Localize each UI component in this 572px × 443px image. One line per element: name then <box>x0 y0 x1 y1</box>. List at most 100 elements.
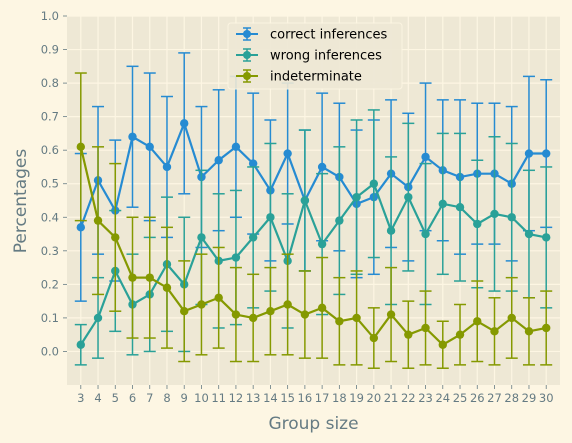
data-point <box>335 216 344 225</box>
data-point <box>404 330 413 339</box>
x-tick-label: 27 <box>487 391 502 405</box>
data-point <box>473 219 482 229</box>
data-point <box>180 119 189 128</box>
x-tick-label: 19 <box>349 391 364 405</box>
data-point <box>352 313 361 323</box>
data-point <box>145 273 154 282</box>
x-tick-label: 25 <box>453 391 468 405</box>
data-point <box>386 310 396 319</box>
data-point <box>455 330 465 339</box>
x-tick-label: 4 <box>94 391 101 405</box>
x-tick-label: 16 <box>298 391 313 405</box>
data-point <box>524 327 534 336</box>
y-tick-label: 0.2 <box>41 277 59 291</box>
x-tick-label: 22 <box>401 391 416 405</box>
x-tick-label: 5 <box>112 391 119 405</box>
y-tick-label: 1.0 <box>41 9 59 23</box>
x-tick-label: 8 <box>163 391 170 405</box>
data-point <box>111 233 120 242</box>
data-point <box>455 203 465 212</box>
data-point <box>542 149 551 158</box>
data-point <box>128 132 137 141</box>
y-tick-label: 0.4 <box>41 210 59 224</box>
y-tick-label: 0.3 <box>41 244 59 258</box>
x-tick-label: 10 <box>194 391 209 405</box>
data-point <box>438 340 447 349</box>
data-point <box>76 223 85 232</box>
y-tick-label: 0.6 <box>41 143 59 157</box>
series-line <box>79 120 547 228</box>
data-point <box>317 162 327 172</box>
data-point <box>76 142 85 152</box>
data-point <box>421 152 430 162</box>
legend: correct inferences wrong inferences indete… <box>227 22 403 90</box>
data-point <box>490 327 499 336</box>
data-point <box>524 229 534 239</box>
data-point <box>248 159 258 168</box>
legend-marker <box>243 51 251 59</box>
data-point <box>197 300 206 309</box>
data-point <box>490 209 499 219</box>
data-point <box>369 333 379 343</box>
y-axis-label: Percentages <box>11 149 31 254</box>
x-tick-label: 9 <box>181 391 188 405</box>
data-point <box>248 313 258 323</box>
legend-entry: wrong inferences <box>236 48 382 64</box>
data-point <box>300 310 310 319</box>
legend-label: indeterminate <box>270 70 362 85</box>
data-point <box>93 216 103 225</box>
data-point <box>542 323 551 333</box>
data-point <box>231 253 241 262</box>
y-axis: 0.0 0.1 0.2 0.3 0.4 0.5 0.6 0.7 0.8 0.9 1.0 <box>41 9 67 358</box>
x-axis-label: Group size <box>268 414 358 434</box>
x-tick-label: 7 <box>146 391 153 405</box>
data-point <box>335 317 344 326</box>
data-point <box>76 340 85 349</box>
x-tick-label: 12 <box>229 391 244 405</box>
x-tick-label: 13 <box>246 391 261 405</box>
x-tick-label: 24 <box>435 391 450 405</box>
data-point <box>300 196 310 205</box>
x-tick-label: 20 <box>367 391 382 405</box>
y-tick-label: 0.8 <box>41 76 59 90</box>
data-point <box>507 213 516 222</box>
data-point <box>145 142 154 152</box>
data-point <box>542 233 551 242</box>
data-point <box>352 192 361 202</box>
series-3 <box>74 72 553 369</box>
x-tick-label: 11 <box>211 391 226 405</box>
x-tick-label: 28 <box>504 391 519 405</box>
x-tick-label: 30 <box>539 391 554 405</box>
x-tick-label: 18 <box>332 391 347 405</box>
data-point <box>507 313 516 323</box>
data-point <box>473 317 482 326</box>
y-tick-label: 0.0 <box>41 344 59 358</box>
legend-marker <box>243 30 251 38</box>
series-line <box>79 181 547 346</box>
data-point <box>369 179 379 188</box>
x-tick-label: 29 <box>522 391 537 405</box>
y-tick-label: 0.9 <box>41 43 59 57</box>
x-tick-label: 6 <box>129 391 136 405</box>
data-point <box>283 149 292 158</box>
x-tick-label: 14 <box>263 391 278 405</box>
x-tick-label: 17 <box>315 391 330 405</box>
data-point <box>248 233 258 242</box>
x-tick-label: 23 <box>418 391 433 405</box>
legend-entry: correct inferences <box>236 27 388 43</box>
data-point <box>214 293 223 302</box>
data-point <box>404 192 413 202</box>
y-tick-label: 0.5 <box>41 177 59 191</box>
data-point <box>266 213 275 222</box>
x-axis: 3 4 5 6 7 8 9 10 11 12 13 14 15 16 17 18 19 20 21 22 23 24 25 2… <box>77 385 554 405</box>
data-point <box>128 273 137 282</box>
series-line <box>79 146 547 347</box>
y-tick-label: 0.1 <box>41 311 59 325</box>
data-point <box>231 142 241 152</box>
data-point <box>93 313 103 323</box>
data-point <box>317 303 327 313</box>
data-point <box>317 239 327 249</box>
data-point <box>421 229 430 239</box>
x-tick-label: 3 <box>77 391 84 405</box>
